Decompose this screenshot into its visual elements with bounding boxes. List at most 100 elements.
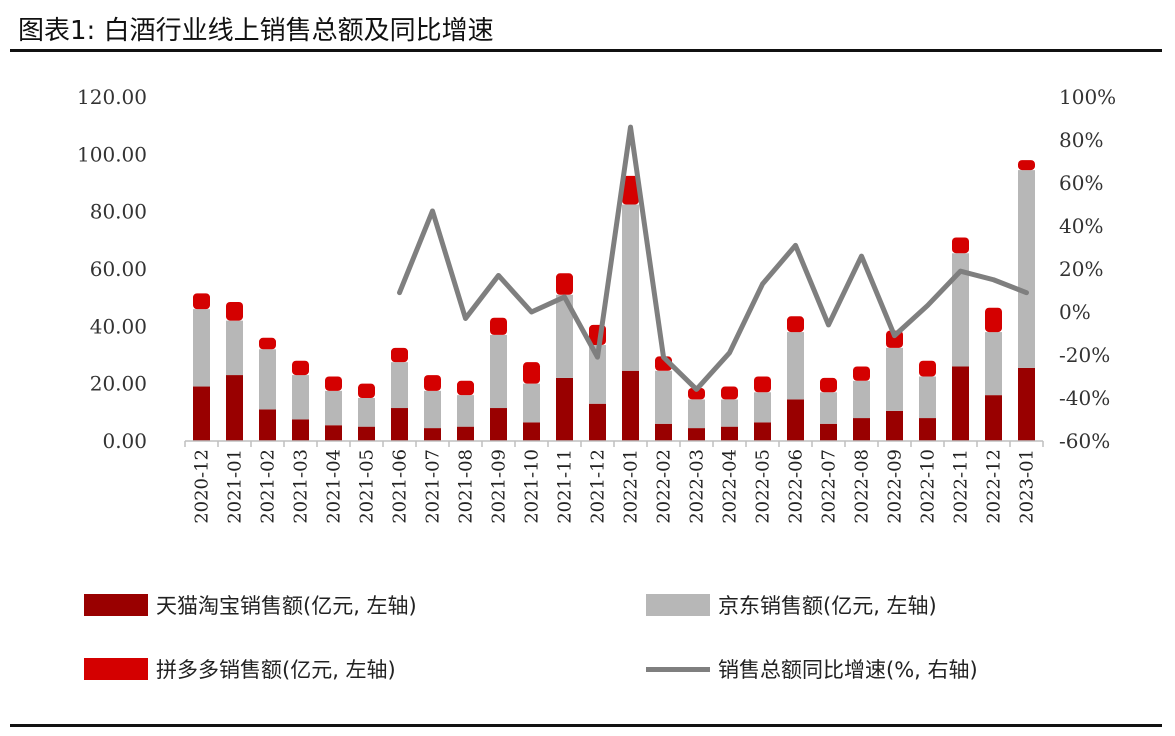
- right-tick-label: -60%: [1059, 429, 1110, 453]
- bar-segment-pdd: [721, 386, 738, 400]
- legend-item-pdd: 拼多多销售额(亿元, 左轴): [84, 654, 396, 684]
- bar-segment-tmall: [853, 418, 870, 441]
- bar-segment-pdd: [292, 360, 309, 376]
- x-tick-label: 2021-06: [390, 449, 411, 524]
- bar-segment-tmall: [457, 426, 474, 441]
- bar-segment-tmall: [622, 370, 639, 441]
- x-axis: 2020-12 2021-01 2021-02 2021-03 2021-04 2021-…: [184, 440, 1044, 524]
- right-tick-label: 0%: [1059, 300, 1091, 324]
- right-tick-label: 80%: [1059, 128, 1103, 152]
- x-tick-label: 2022-05: [753, 449, 774, 524]
- bar-segment-jd: [721, 399, 738, 427]
- bar-segment-jd: [985, 332, 1002, 396]
- x-tick-label: 2021-03: [291, 449, 312, 524]
- bar-segment-jd: [787, 332, 804, 400]
- bar-segment-jd: [853, 380, 870, 419]
- bar-segment-tmall: [523, 422, 540, 441]
- bar-segment-jd: [358, 398, 375, 427]
- right-tick-label: 60%: [1059, 171, 1103, 195]
- left-tick-label: 100.00: [77, 142, 147, 166]
- legend-item-tmall: 天猫淘宝销售额(亿元, 左轴): [84, 590, 417, 620]
- bar-segment-tmall: [259, 409, 276, 441]
- x-tick-label: 2021-09: [489, 449, 510, 524]
- x-tick-label: 2021-01: [225, 449, 246, 524]
- bar-segment-tmall: [292, 419, 309, 441]
- x-tick-label: 2022-01: [621, 449, 642, 524]
- bar-segment-jd: [391, 362, 408, 409]
- left-tick-label: 0.00: [102, 429, 147, 453]
- line-series: [397, 124, 1029, 392]
- legend-swatch-jd: [646, 594, 710, 616]
- page-title: 图表1: 白酒行业线上销售总额及同比增速: [18, 16, 494, 46]
- bar-series: [193, 160, 1035, 441]
- x-tick-label: 2021-11: [555, 449, 576, 524]
- legend-label-pdd: 拼多多销售额(亿元, 左轴): [156, 658, 396, 682]
- bar-segment-tmall: [226, 375, 243, 441]
- bar-segment-pdd: [457, 380, 474, 396]
- left-tick-label: 120.00: [77, 85, 147, 109]
- growth-line: [397, 124, 1029, 392]
- bar-segment-pdd: [787, 316, 804, 333]
- bar-segment-jd: [919, 376, 936, 419]
- bar-segment-jd: [886, 347, 903, 411]
- bar-segment-tmall: [391, 408, 408, 441]
- bar-segment-pdd: [1018, 160, 1035, 171]
- bar-segment-tmall: [589, 403, 606, 441]
- bar-segment-tmall: [490, 408, 507, 441]
- bar-segment-jd: [622, 204, 639, 371]
- x-tick-label: 2022-02: [654, 449, 675, 524]
- bar-segment-pdd: [853, 366, 870, 381]
- bar-segment-tmall: [919, 418, 936, 441]
- bar-segment-pdd: [622, 175, 639, 205]
- bar-segment-tmall: [721, 426, 738, 441]
- x-tick-label: 2021-05: [357, 449, 378, 524]
- left-axis-ticks: 0.00 20.00 40.00 60.00 80.00 100.00 120.00: [77, 85, 147, 453]
- x-tick-label: 2021-07: [423, 449, 444, 524]
- bar-segment-tmall: [787, 399, 804, 441]
- bar-segment-jd: [1018, 170, 1035, 368]
- left-tick-label: 60.00: [90, 257, 147, 281]
- legend-label-tmall: 天猫淘宝销售额(亿元, 左轴): [156, 594, 417, 618]
- bar-segment-pdd: [226, 301, 243, 321]
- x-tick-label: 2021-04: [324, 449, 345, 524]
- x-tick-label: 2021-02: [258, 449, 279, 524]
- bar-segment-tmall: [655, 423, 672, 441]
- bar-segment-tmall: [952, 366, 969, 441]
- right-tick-label: 40%: [1059, 214, 1103, 238]
- x-tick-label: 2022-11: [951, 449, 972, 524]
- left-tick-label: 80.00: [90, 200, 147, 224]
- bottom-rule: [10, 724, 1162, 727]
- bar-segment-jd: [754, 392, 771, 423]
- bar-segment-jd: [424, 390, 441, 429]
- bar-segment-jd: [523, 383, 540, 423]
- bar-segment-pdd: [325, 376, 342, 391]
- bar-segment-jd: [556, 294, 573, 378]
- bar-segment-jd: [457, 395, 474, 427]
- bar-segment-pdd: [424, 375, 441, 391]
- bar-segment-pdd: [523, 362, 540, 384]
- bar-segment-jd: [292, 375, 309, 420]
- bar-segment-jd: [490, 334, 507, 409]
- legend-swatch-pdd: [84, 658, 148, 680]
- x-tick-label: 2021-10: [522, 449, 543, 524]
- bar-segment-jd: [325, 390, 342, 426]
- bar-segment-jd: [952, 253, 969, 367]
- bar-segment-jd: [820, 392, 837, 424]
- x-tick-label: 2022-03: [687, 449, 708, 524]
- bar-segment-pdd: [688, 387, 705, 400]
- bar-segment-tmall: [1018, 367, 1035, 441]
- bar-segment-tmall: [424, 428, 441, 441]
- x-tick-label: 2022-04: [720, 449, 741, 524]
- bar-segment-tmall: [688, 428, 705, 441]
- right-axis-ticks: -60% -40% -20% 0% 20% 40% 60% 80% 100%: [1059, 85, 1116, 453]
- bar-segment-tmall: [985, 395, 1002, 441]
- bar-segment-tmall: [820, 423, 837, 441]
- bar-segment-tmall: [886, 410, 903, 441]
- bar-segment-pdd: [391, 347, 408, 363]
- bar-segment-jd: [193, 309, 210, 387]
- bar-segment-pdd: [193, 293, 210, 310]
- right-tick-label: -20%: [1059, 343, 1110, 367]
- x-tick-label: 2022-07: [819, 449, 840, 524]
- x-tick-label: 2022-10: [918, 449, 939, 524]
